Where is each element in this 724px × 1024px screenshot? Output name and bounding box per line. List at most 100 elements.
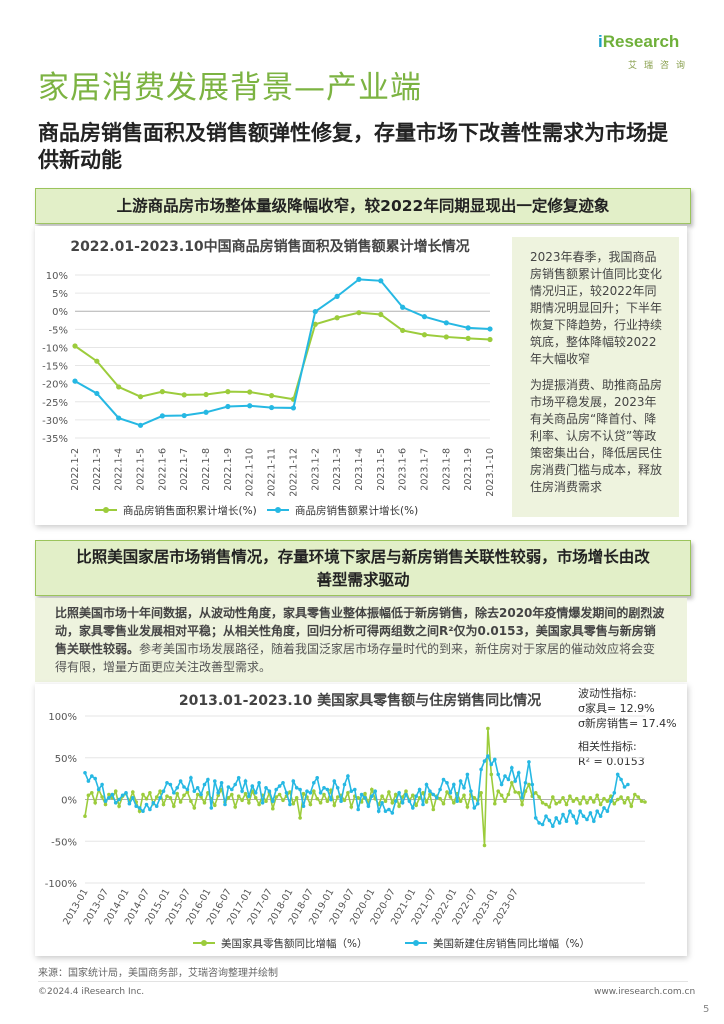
chart2-point	[192, 789, 197, 793]
chart2-point	[185, 787, 190, 792]
chart2-point	[373, 789, 378, 793]
website-link[interactable]: www.iresearch.com.cn	[594, 987, 696, 997]
chart1-x-tick-label: 2022.1-3	[92, 448, 103, 491]
chart2-x-axis: 2013-012013-072014-012014-072015-012015-…	[61, 887, 521, 927]
chart1-point	[159, 413, 165, 419]
chart2-point	[626, 782, 630, 787]
chart1-point	[400, 304, 406, 310]
chart2-point	[615, 772, 620, 777]
chart2-point	[496, 789, 501, 793]
chart2-point	[213, 779, 217, 783]
chart2-point	[312, 789, 316, 793]
volatility-housing: σ新房销售= 17.4%	[578, 717, 677, 730]
chart2-point	[619, 777, 623, 782]
page-number: 5	[703, 1004, 710, 1015]
chart2-point	[574, 796, 579, 801]
chart2-point	[346, 774, 350, 778]
chart2-point	[250, 784, 255, 788]
logo-cn-name: 艾瑞咨询	[628, 61, 693, 71]
chart1-point	[181, 412, 187, 419]
chart1-point	[443, 334, 449, 340]
chart2-point	[585, 817, 589, 822]
chart2-point	[243, 779, 248, 783]
chart1-point	[181, 392, 187, 398]
chart2-point	[513, 790, 517, 794]
chart1-y-tick-label: 0%	[52, 307, 68, 318]
chart2-point	[533, 816, 538, 820]
chart1-y-tick-label: 5%	[52, 289, 68, 300]
chart2-point	[397, 804, 401, 808]
chart2-stats: 波动性指标: σ家具= 12.9% σ新房销售= 17.4% 相关性指标: R²…	[578, 686, 688, 769]
chart2-point	[312, 781, 316, 785]
chart2-point	[230, 787, 234, 792]
chart2-point	[349, 789, 354, 793]
chart2-point	[93, 801, 97, 805]
chart2-y-axis: 100% 50% 0% -50% -100%	[45, 712, 77, 890]
chart2-point	[581, 795, 586, 799]
chart2-point	[267, 789, 272, 793]
chart2-point	[148, 791, 152, 795]
chart2-point	[462, 786, 466, 790]
chart2-point	[424, 800, 429, 804]
chart2-title: 2013.01-2023.10 美国家具零售额与住房销售同比情况	[178, 693, 542, 709]
chart2-point	[161, 789, 166, 793]
chart1-point	[378, 278, 384, 284]
chart2-point	[414, 794, 419, 798]
chart2-point	[571, 799, 576, 803]
chart2-point	[537, 795, 541, 799]
chart2-point	[421, 791, 425, 795]
chart2-point	[469, 789, 473, 793]
chart2-point	[86, 779, 91, 783]
chart2-point	[175, 786, 179, 790]
chart2-point	[178, 779, 183, 783]
chart2-point	[236, 794, 241, 798]
chart1-x-tick-label: 2022.1-10	[245, 448, 256, 497]
chart2-point	[393, 792, 398, 797]
chart2-point	[622, 801, 627, 805]
chart2-point	[339, 799, 343, 803]
chart2-point	[513, 779, 517, 783]
chart2-point	[137, 806, 142, 810]
chart2-point	[462, 793, 466, 798]
chart2-point	[284, 791, 289, 795]
chart2-legend: 美国家具零售额同比增幅（%） 美国新建住房销售同比增幅（%）	[193, 937, 590, 950]
chart1-y-tick-label: -15%	[42, 362, 68, 373]
chart2-point	[612, 791, 617, 795]
chart2-point	[363, 791, 367, 796]
chart2-point	[144, 802, 149, 807]
chart2-point	[387, 807, 391, 812]
chart2-point	[346, 791, 350, 795]
chart2-point	[264, 799, 268, 803]
chart2-point	[294, 786, 299, 790]
chart2-point	[277, 784, 282, 788]
chart2-point	[520, 796, 524, 800]
chart2-point	[499, 793, 504, 798]
chart2-point	[493, 801, 497, 806]
chart2-point	[165, 781, 169, 785]
chart2-point	[434, 796, 439, 800]
chart2-point	[629, 804, 634, 808]
chart2-point	[178, 800, 183, 804]
chart1-legend-label: 商品房销售额累计增长(%)	[295, 504, 418, 517]
chart1-point	[225, 403, 231, 410]
chart2-point	[482, 843, 487, 848]
chart2-point	[83, 814, 87, 818]
chart2-point	[308, 791, 313, 795]
chart2-point	[271, 806, 275, 811]
chart2-point	[455, 799, 460, 803]
chart2-point	[90, 774, 94, 778]
chart2-point	[615, 797, 620, 802]
section2-banner: 比照美国家居市场销售情况，存量环境下家居与新房销售关联性较弱，市场增长由改 善型…	[35, 540, 691, 596]
chart2-point	[557, 800, 562, 804]
chart2-point	[472, 806, 477, 810]
section1-banner: 上游商品房市场整体量级降幅收窄，较2022年同期显现出一定修复迹象	[35, 188, 691, 224]
chart2-point	[113, 789, 118, 793]
chart1-point	[116, 415, 122, 421]
chart2-point	[479, 767, 483, 772]
chart2-point	[199, 792, 203, 797]
section2-banner-line1: 比照美国家居市场销售情况，存量环境下家居与新房销售关联性较弱，市场增长由改	[76, 548, 650, 566]
chart2-point	[96, 787, 101, 792]
copyright: ©2024.4 iResearch Inc.	[38, 987, 145, 997]
chart1-sales-line	[74, 278, 491, 427]
chart2-point	[281, 798, 285, 803]
